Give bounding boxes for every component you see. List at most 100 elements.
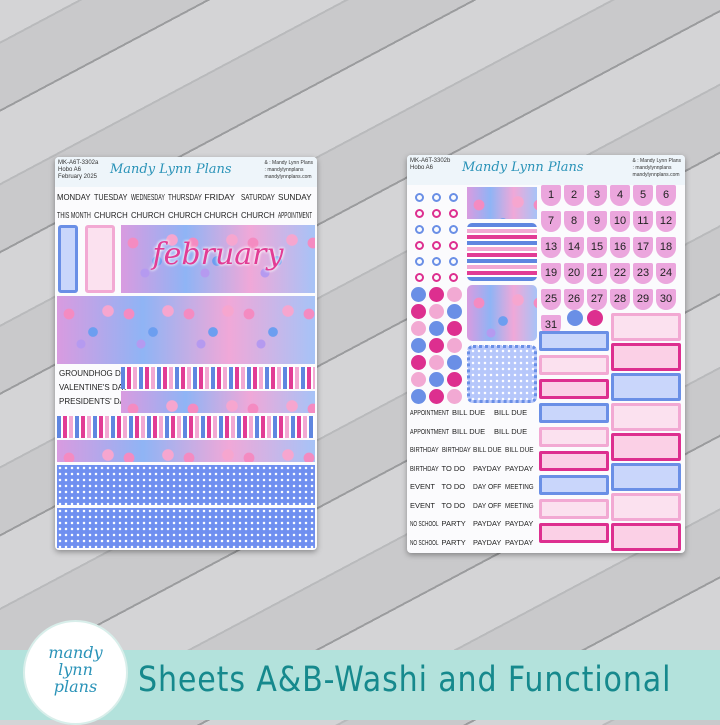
social-handle: & : Mandy Lynn Plans xyxy=(264,160,313,166)
dotted-sticker xyxy=(467,345,537,403)
date-number-sticker: 22 xyxy=(610,263,630,284)
functional-label: PARTY xyxy=(441,519,466,528)
functional-label: MEETING xyxy=(504,500,534,510)
date-number-sticker: 5 xyxy=(633,185,653,206)
dotted-washi xyxy=(57,508,315,548)
label-box-sticker xyxy=(611,433,681,461)
ring-dot-sticker xyxy=(449,193,458,202)
date-number-sticker: 7 xyxy=(541,211,561,232)
striped-washi xyxy=(57,416,315,438)
date-number-sticker: 10 xyxy=(610,211,630,232)
date-number-sticker: 25 xyxy=(541,289,561,310)
functional-label: DAY OFF xyxy=(473,500,502,510)
dot-sticker xyxy=(447,304,462,319)
date-number-sticker: 26 xyxy=(564,289,584,310)
ring-dot-sticker xyxy=(449,257,458,266)
date-number-sticker: 30 xyxy=(656,289,676,310)
label-box-sticker xyxy=(611,493,681,521)
functional-label: BILL DUE xyxy=(473,445,502,454)
brand-logo-badge: mandy lynn plans xyxy=(23,620,128,725)
date-number-sticker: 29 xyxy=(633,289,653,310)
functional-label: TO DO xyxy=(441,482,466,491)
ring-dot-sticker xyxy=(449,209,458,218)
dot-sticker xyxy=(429,372,444,387)
ring-dot-sticker xyxy=(432,225,441,234)
ring-dot-sticker xyxy=(432,209,441,218)
weekday-label: TUESDAY xyxy=(93,192,128,202)
functional-label: PAYDAY xyxy=(473,463,502,473)
dot-sticker xyxy=(411,389,426,404)
dot-sticker xyxy=(429,321,444,336)
weekday-label: FRIDAY xyxy=(204,192,235,202)
ring-dot-sticker xyxy=(432,257,441,266)
dot-sticker xyxy=(587,310,603,326)
dot-sticker xyxy=(447,338,462,353)
month-title: february xyxy=(152,237,284,272)
sheet-header: MK-A6T-3302a Hobo A6 February 2025 Mandy L… xyxy=(55,157,317,187)
ring-dot-sticker xyxy=(415,209,424,218)
functional-label: NO SCHOOL xyxy=(410,537,439,547)
ring-dot-sticker xyxy=(449,273,458,282)
functional-label: EVENT xyxy=(410,500,436,510)
brand-logo: Mandy Lynn Plans xyxy=(110,162,232,177)
functional-label: TO DO xyxy=(441,500,466,510)
ring-dot-sticker xyxy=(449,241,458,250)
date-number-sticker: 9 xyxy=(587,211,607,232)
functional-label: BIRTHDAY xyxy=(441,445,471,454)
functional-label: BIRTHDAY xyxy=(410,463,439,473)
ring-dot-sticker xyxy=(432,193,441,202)
date-number-sticker: 28 xyxy=(610,289,630,310)
sheet-month: February 2025 xyxy=(58,174,98,180)
date-number-sticker: 24 xyxy=(656,263,676,284)
weekday-label: SATURDAY xyxy=(241,192,276,202)
website: mandylynnplans.com xyxy=(264,174,312,180)
dot-sticker xyxy=(429,287,444,302)
header-label: CHURCH xyxy=(241,210,275,220)
functional-label: DAY OFF xyxy=(473,482,502,491)
floral-washi xyxy=(121,391,315,413)
label-box-sticker xyxy=(539,355,609,375)
label-box-sticker xyxy=(539,427,609,447)
sheet-header: MK-A6T-3302b Hobo A6 Mandy Lynn Plans & :… xyxy=(407,155,685,185)
dot-sticker xyxy=(429,338,444,353)
functional-label: PAYDAY xyxy=(473,537,502,547)
date-number-sticker: 31 xyxy=(541,315,561,336)
date-number-sticker: 14 xyxy=(564,237,584,258)
dotted-washi xyxy=(57,465,315,505)
date-number-sticker: 12 xyxy=(656,211,676,232)
date-number-sticker: 11 xyxy=(633,211,653,232)
label-box-sticker xyxy=(539,379,609,399)
functional-label: PAYDAY xyxy=(504,537,533,547)
dot-sticker xyxy=(567,310,583,326)
date-number-sticker: 1 xyxy=(541,185,561,206)
functional-label: BILL DUE xyxy=(452,426,486,436)
functional-label: BILL DUE xyxy=(504,445,534,454)
functional-label: PAYDAY xyxy=(473,519,502,528)
ring-dot-sticker xyxy=(415,225,424,234)
functional-label: APPOINTMENT xyxy=(410,408,450,417)
sticker-sheet-a: MK-A6T-3302a Hobo A6 February 2025 Mandy L… xyxy=(55,157,317,550)
dot-sticker xyxy=(447,355,462,370)
weekday-labels: MONDAY TUESDAY WEDNESDAY THURSDAY FRIDAY SATU… xyxy=(57,192,315,204)
ring-dot-sticker xyxy=(415,193,424,202)
sheet-size: Hobo A6 xyxy=(410,165,434,171)
header-label: CHURCH xyxy=(204,210,239,220)
date-number-sticker: 21 xyxy=(587,263,607,284)
functional-label: BIRTHDAY xyxy=(410,445,439,454)
label-box-sticker xyxy=(539,475,609,495)
label-box-sticker xyxy=(539,499,609,519)
functional-label: BILL DUE xyxy=(494,426,528,436)
functional-label: APPOINTMENT xyxy=(410,426,450,436)
date-number-sticker: 13 xyxy=(541,237,561,258)
dot-sticker xyxy=(411,321,426,336)
dot-sticker xyxy=(447,321,462,336)
ring-dot-sticker xyxy=(432,241,441,250)
label-box-sticker xyxy=(611,313,681,341)
logo-word: lynn xyxy=(58,660,93,679)
dot-sticker xyxy=(447,372,462,387)
dot-sticker xyxy=(411,338,426,353)
header-labels: THIS MONTH CHURCH CHURCH CHURCH CHURCH CHURCH… xyxy=(57,210,315,222)
date-number-sticker: 17 xyxy=(633,237,653,258)
weekday-label: WEDNESDAY xyxy=(130,192,165,202)
functional-label: NO SCHOOL xyxy=(410,519,439,528)
